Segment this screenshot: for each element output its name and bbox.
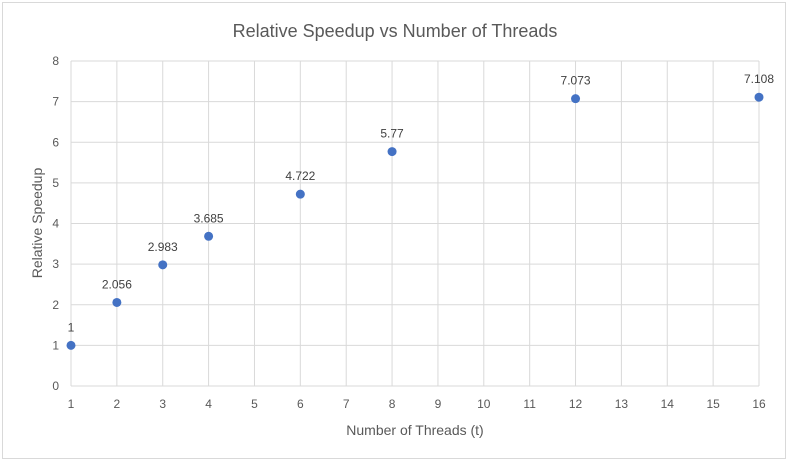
- data-points: [66, 92, 764, 350]
- x-tick-label: 7: [343, 397, 350, 411]
- data-label: 2.983: [148, 240, 178, 254]
- data-point: [66, 340, 76, 350]
- gridlines: [70, 60, 760, 387]
- x-tick-label: 14: [661, 397, 675, 411]
- data-point: [204, 231, 214, 241]
- data-point: [754, 92, 764, 102]
- y-tick-label: 4: [52, 217, 59, 231]
- y-tick-label: 6: [52, 135, 59, 149]
- data-labels: 1 2.056 2.983 3.685 4.722 5.77 7.073 7.108: [68, 72, 775, 334]
- chart-title: Relative Speedup vs Number of Threads: [233, 21, 558, 41]
- x-axis-ticks: 1 2 3 4 5 6 7 8 9 10 11 12 13 14 15 16: [68, 397, 766, 411]
- y-tick-label: 2: [52, 298, 59, 312]
- y-tick-label: 0: [52, 379, 59, 393]
- x-tick-label: 6: [297, 397, 304, 411]
- data-point: [112, 297, 122, 307]
- y-tick-label: 3: [52, 257, 59, 271]
- x-tick-label: 11: [523, 397, 536, 411]
- x-tick-label: 9: [435, 397, 442, 411]
- data-point: [387, 147, 397, 157]
- x-tick-label: 13: [615, 397, 629, 411]
- data-label: 1: [68, 320, 75, 334]
- data-point: [158, 260, 168, 270]
- data-label: 5.77: [380, 127, 404, 141]
- x-tick-label: 10: [477, 397, 491, 411]
- data-label: 7.108: [744, 72, 774, 86]
- x-tick-label: 2: [114, 397, 121, 411]
- chart-frame: [2, 2, 786, 459]
- x-tick-label: 4: [205, 397, 212, 411]
- data-label: 3.685: [194, 211, 224, 225]
- data-label: 2.056: [102, 277, 132, 291]
- data-label: 7.073: [561, 74, 591, 88]
- data-point: [571, 94, 581, 104]
- data-point: [295, 189, 305, 199]
- x-tick-label: 8: [389, 397, 396, 411]
- y-tick-label: 1: [52, 338, 59, 352]
- data-label: 4.722: [285, 169, 315, 183]
- x-tick-label: 1: [68, 397, 75, 411]
- x-tick-label: 12: [569, 397, 583, 411]
- y-tick-label: 8: [52, 54, 59, 68]
- y-axis-title: Relative Speedup: [29, 168, 45, 279]
- y-axis-ticks: 0 1 2 3 4 5 6 7 8: [52, 54, 59, 393]
- y-tick-label: 5: [52, 176, 59, 190]
- x-axis-title: Number of Threads (t): [346, 422, 483, 438]
- x-tick-label: 15: [706, 397, 720, 411]
- x-tick-label: 5: [251, 397, 258, 411]
- x-tick-label: 16: [752, 397, 766, 411]
- x-tick-label: 3: [159, 397, 166, 411]
- y-tick-label: 7: [52, 95, 59, 109]
